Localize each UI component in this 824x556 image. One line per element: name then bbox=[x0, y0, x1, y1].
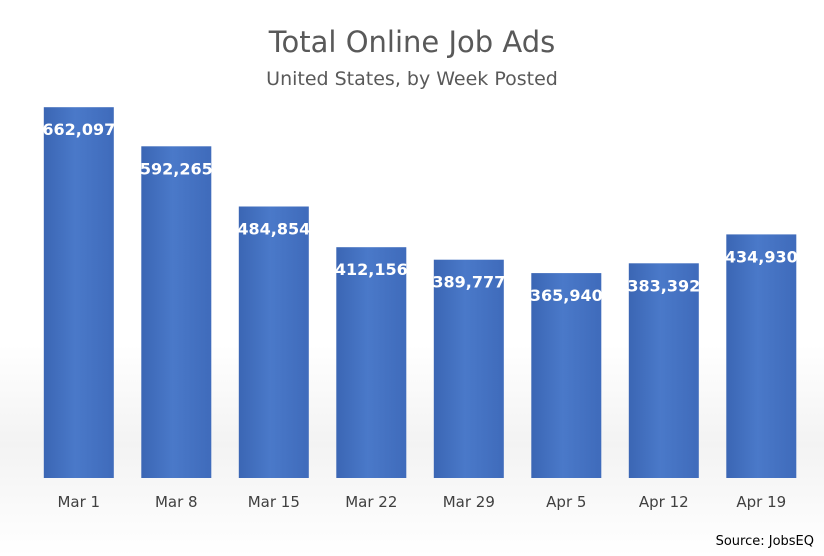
data-label-7: 434,930 bbox=[725, 247, 798, 266]
chart-title: Total Online Job Ads bbox=[268, 25, 555, 59]
data-label-5: 365,940 bbox=[530, 286, 603, 305]
category-label-1: Mar 8 bbox=[155, 493, 198, 511]
bars-group bbox=[43, 107, 797, 479]
bar-6 bbox=[628, 263, 699, 478]
category-label-0: Mar 1 bbox=[57, 493, 100, 511]
data-label-6: 383,392 bbox=[627, 276, 700, 295]
category-label-4: Mar 29 bbox=[443, 493, 495, 511]
bar-0 bbox=[43, 107, 114, 478]
bar-7 bbox=[726, 234, 797, 478]
category-label-6: Apr 12 bbox=[639, 493, 689, 511]
category-label-7: Apr 19 bbox=[736, 493, 786, 511]
data-label-1: 592,265 bbox=[140, 159, 213, 178]
data-label-0: 662,097 bbox=[42, 120, 115, 139]
data-label-3: 412,156 bbox=[335, 260, 408, 279]
category-label-3: Mar 22 bbox=[345, 493, 397, 511]
category-label-5: Apr 5 bbox=[546, 493, 586, 511]
source-note: Source: JobsEQ bbox=[716, 534, 814, 549]
bar-3 bbox=[336, 247, 407, 478]
data-label-2: 484,854 bbox=[237, 220, 310, 239]
bar-1 bbox=[141, 146, 212, 479]
bar-2 bbox=[238, 206, 309, 478]
chart-subtitle: United States, by Week Posted bbox=[266, 68, 558, 90]
data-labels-group: 662,097 592,265 484,854 412,156 389,777 365,9… bbox=[42, 120, 797, 305]
category-label-2: Mar 15 bbox=[248, 493, 300, 511]
category-labels-group: Mar 1 Mar 8 Mar 15 Mar 22 Mar 29 Apr 5 Apr 12 A… bbox=[57, 493, 786, 511]
bar-4 bbox=[433, 259, 504, 478]
data-label-4: 389,777 bbox=[432, 273, 505, 292]
bar-5 bbox=[531, 273, 602, 478]
